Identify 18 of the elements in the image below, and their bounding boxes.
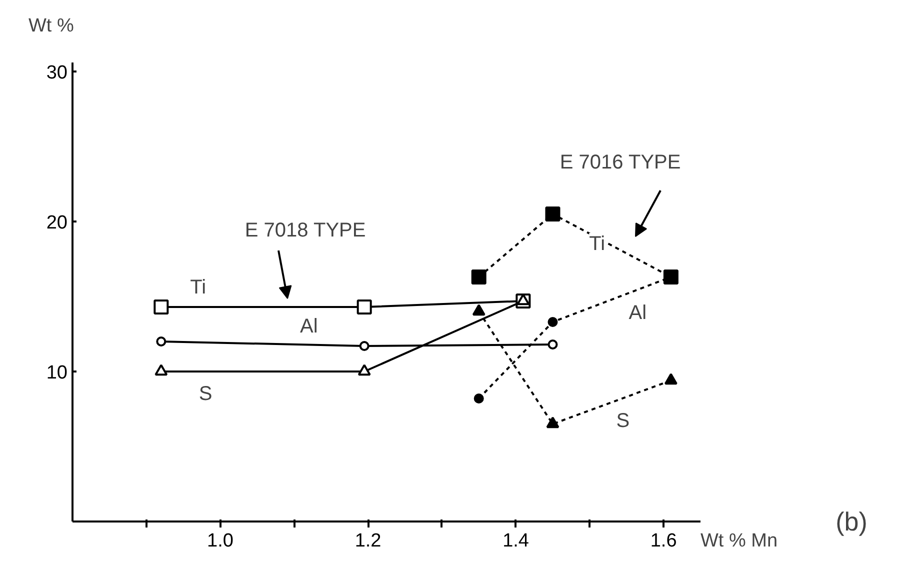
x-axis-title: Wt % Mn bbox=[700, 530, 778, 552]
annotation: Al bbox=[300, 316, 318, 338]
y-tick-label: 20 bbox=[46, 212, 68, 234]
annotation: E 7018 TYPE bbox=[244, 220, 366, 242]
x-tick-label: 1.6 bbox=[650, 530, 677, 552]
y-tick-label: 30 bbox=[46, 62, 68, 84]
annotation: Ti bbox=[190, 276, 206, 298]
annotation: Al bbox=[628, 302, 647, 324]
x-tick-label: 1.2 bbox=[354, 530, 382, 552]
annotation: Ti bbox=[589, 233, 606, 255]
annotation: E 7016 TYPE bbox=[560, 152, 681, 174]
y-tick-label: 10 bbox=[46, 362, 68, 384]
text: (b) bbox=[836, 506, 868, 536]
x-tick-label: 1.4 bbox=[502, 530, 530, 552]
annotation: S bbox=[616, 410, 630, 432]
annotation: S bbox=[198, 383, 212, 405]
y-axis-title: Wt % bbox=[28, 16, 74, 36]
x-tick-label: 1.0 bbox=[207, 530, 234, 552]
